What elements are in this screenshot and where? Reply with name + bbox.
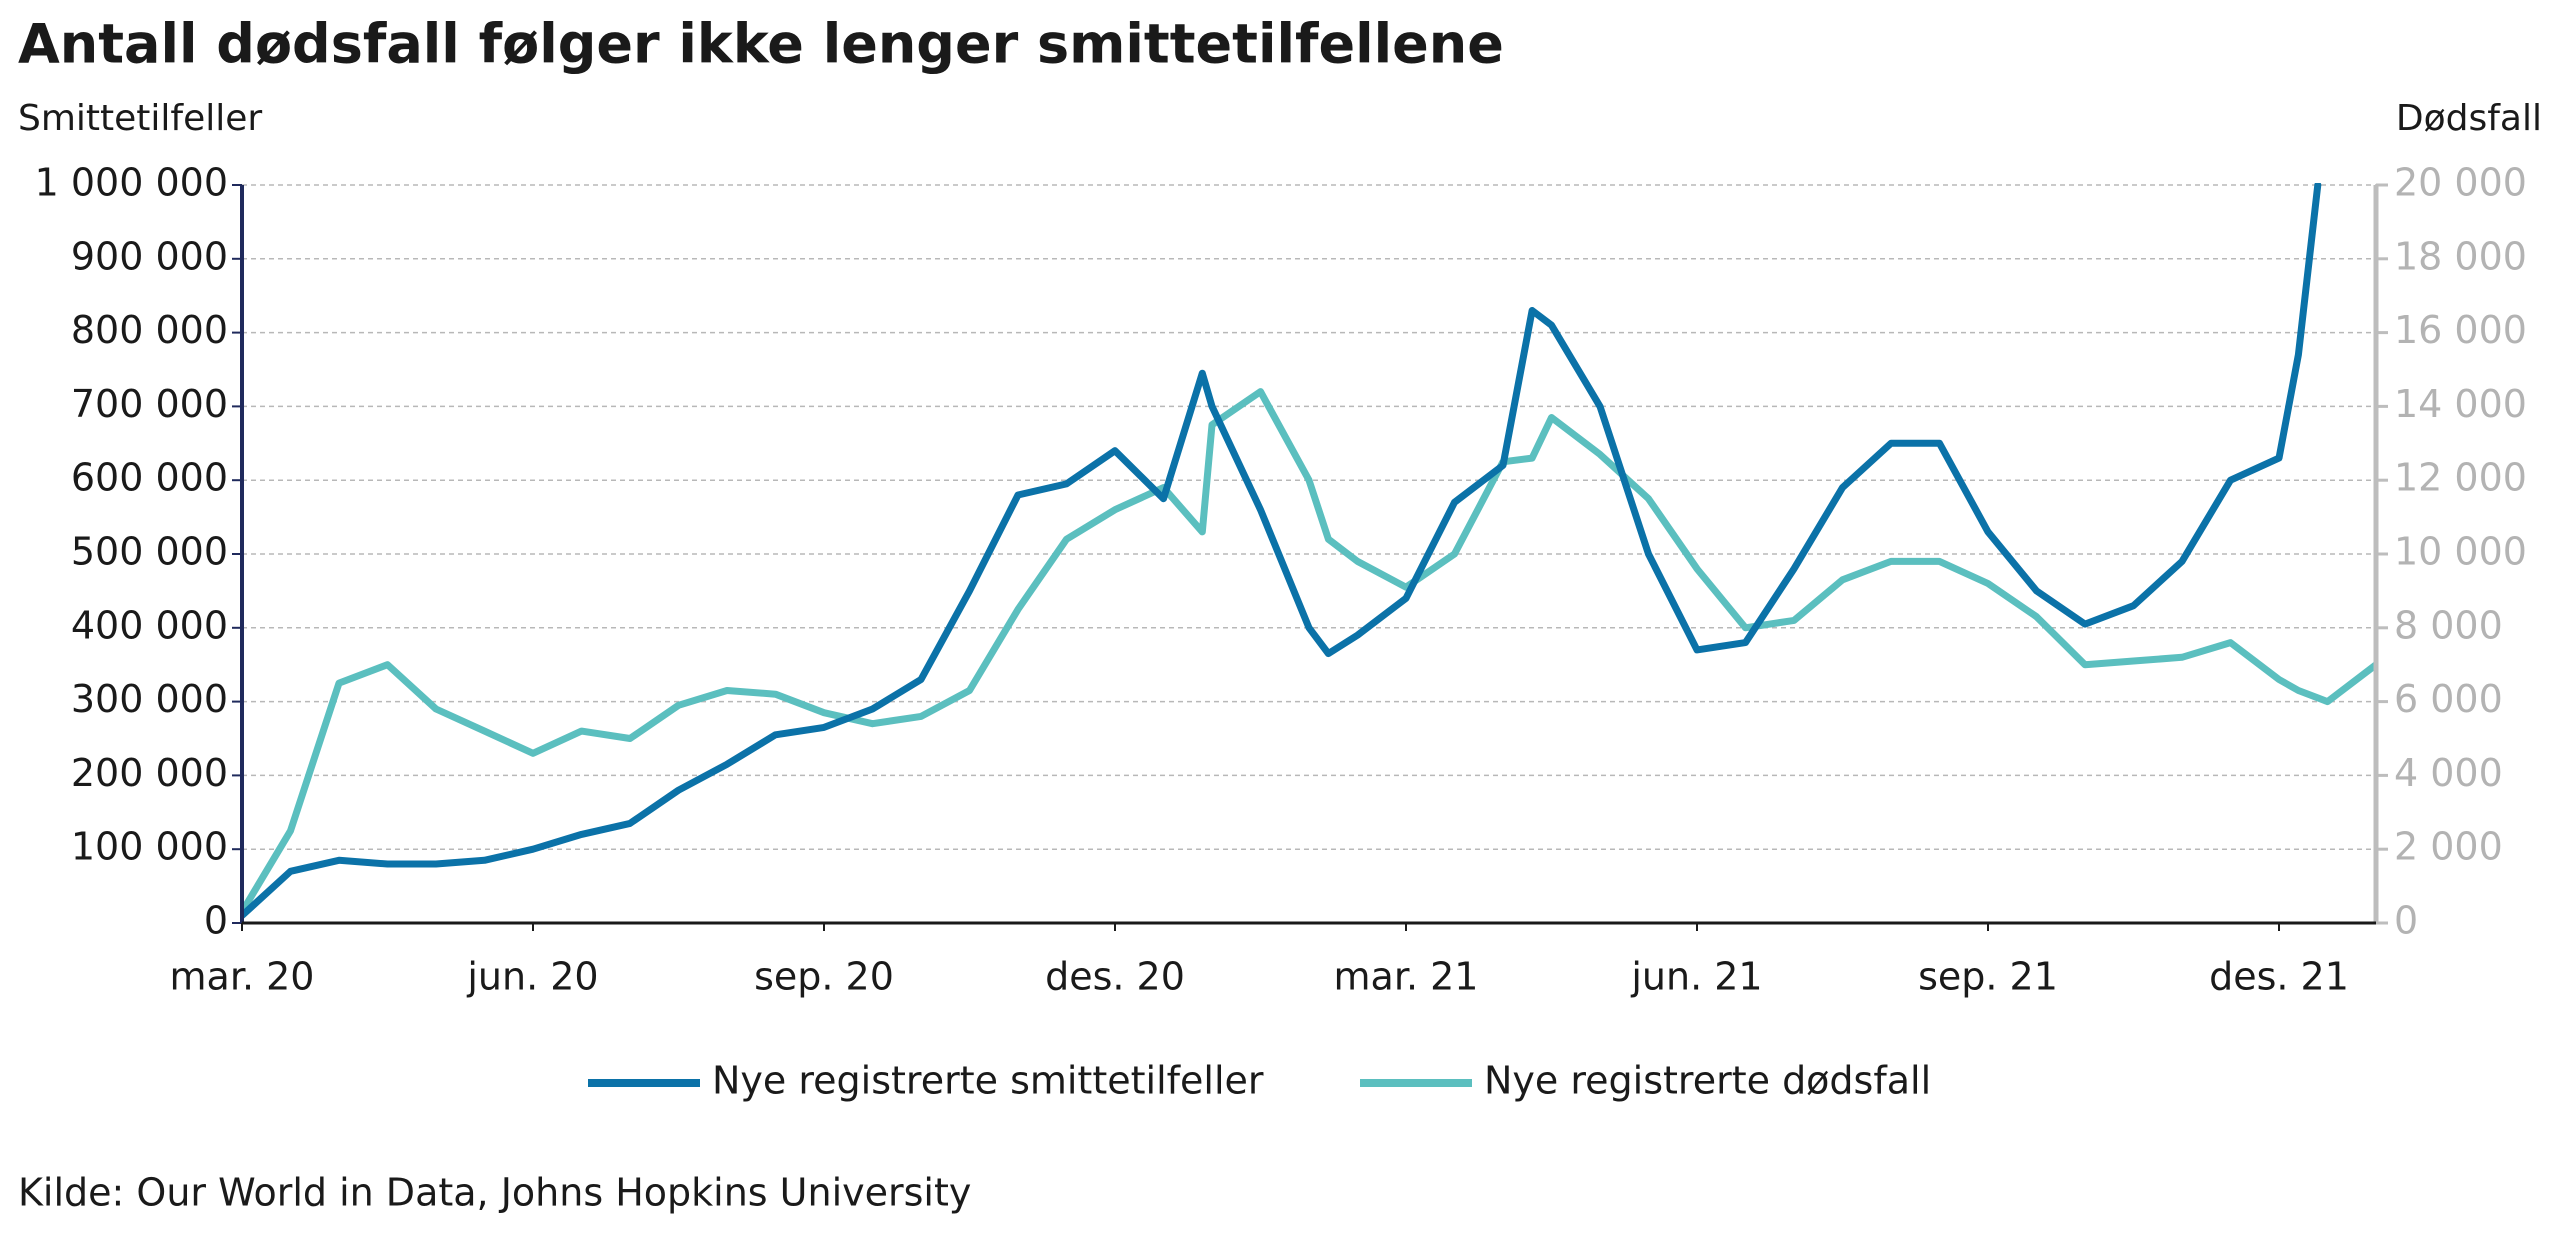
x-tick-label: mar. 21: [1334, 955, 1479, 999]
x-tick-label: jun. 20: [466, 955, 598, 999]
y-tick-label: 200 000: [71, 751, 228, 795]
y-tick-label: 900 000: [71, 234, 228, 278]
legend-label: Nye registrerte smittetilfeller: [712, 1059, 1264, 1103]
y2-tick-label: 6 000: [2394, 677, 2503, 721]
y-axis-title: Smittetilfeller: [18, 98, 262, 139]
y2-tick-label: 18 000: [2394, 234, 2527, 278]
series-line: [242, 183, 2322, 920]
source: Kilde: Our World in Data, Johns Hopkins …: [18, 1171, 971, 1215]
y-tick-label: 0: [204, 899, 228, 943]
axes: 0 100 000 200 000 300 000 400 000 500 000 600 …: [35, 161, 2527, 1103]
y2-tick-label: 20 000: [2394, 161, 2527, 205]
y2-tick-label: 10 000: [2394, 530, 2527, 574]
y-tick-label: 700 000: [71, 382, 228, 426]
series-line: [242, 388, 2378, 916]
x-tick-label: des. 21: [2209, 955, 2349, 999]
y-tick-label: 100 000: [71, 825, 228, 869]
y2-tick-label: 4 000: [2394, 751, 2503, 795]
y-tick-label: 500 000: [71, 530, 228, 574]
x-tick-label: mar. 20: [170, 955, 315, 999]
x-tick-label: sep. 21: [1918, 955, 2058, 999]
y2-tick-label: 0: [2394, 899, 2418, 943]
chart-title: Antall dødsfall følger ikke lenger smitt…: [18, 13, 1504, 76]
legend-label: Nye registrerte dødsfall: [1484, 1059, 1931, 1103]
y-tick-label: 800 000: [71, 308, 228, 352]
y2-tick-label: 8 000: [2394, 603, 2503, 647]
y-tick-label: 300 000: [71, 677, 228, 721]
y-tick-label: 600 000: [71, 456, 228, 500]
x-tick-label: jun. 21: [1630, 955, 1762, 999]
y-tick-label: 1 000 000: [35, 161, 228, 205]
y2-tick-label: 12 000: [2394, 456, 2527, 500]
y2-tick-label: 16 000: [2394, 308, 2527, 352]
y2-tick-label: 14 000: [2394, 382, 2527, 426]
plot-lines: [242, 183, 2378, 920]
x-tick-label: sep. 20: [754, 955, 894, 999]
x-tick-label: des. 20: [1045, 955, 1185, 999]
y2-axis-title: Dødsfall: [2396, 98, 2542, 139]
grid: [242, 184, 2376, 850]
y2-tick-label: 2 000: [2394, 825, 2503, 869]
y-tick-label: 400 000: [71, 603, 228, 647]
